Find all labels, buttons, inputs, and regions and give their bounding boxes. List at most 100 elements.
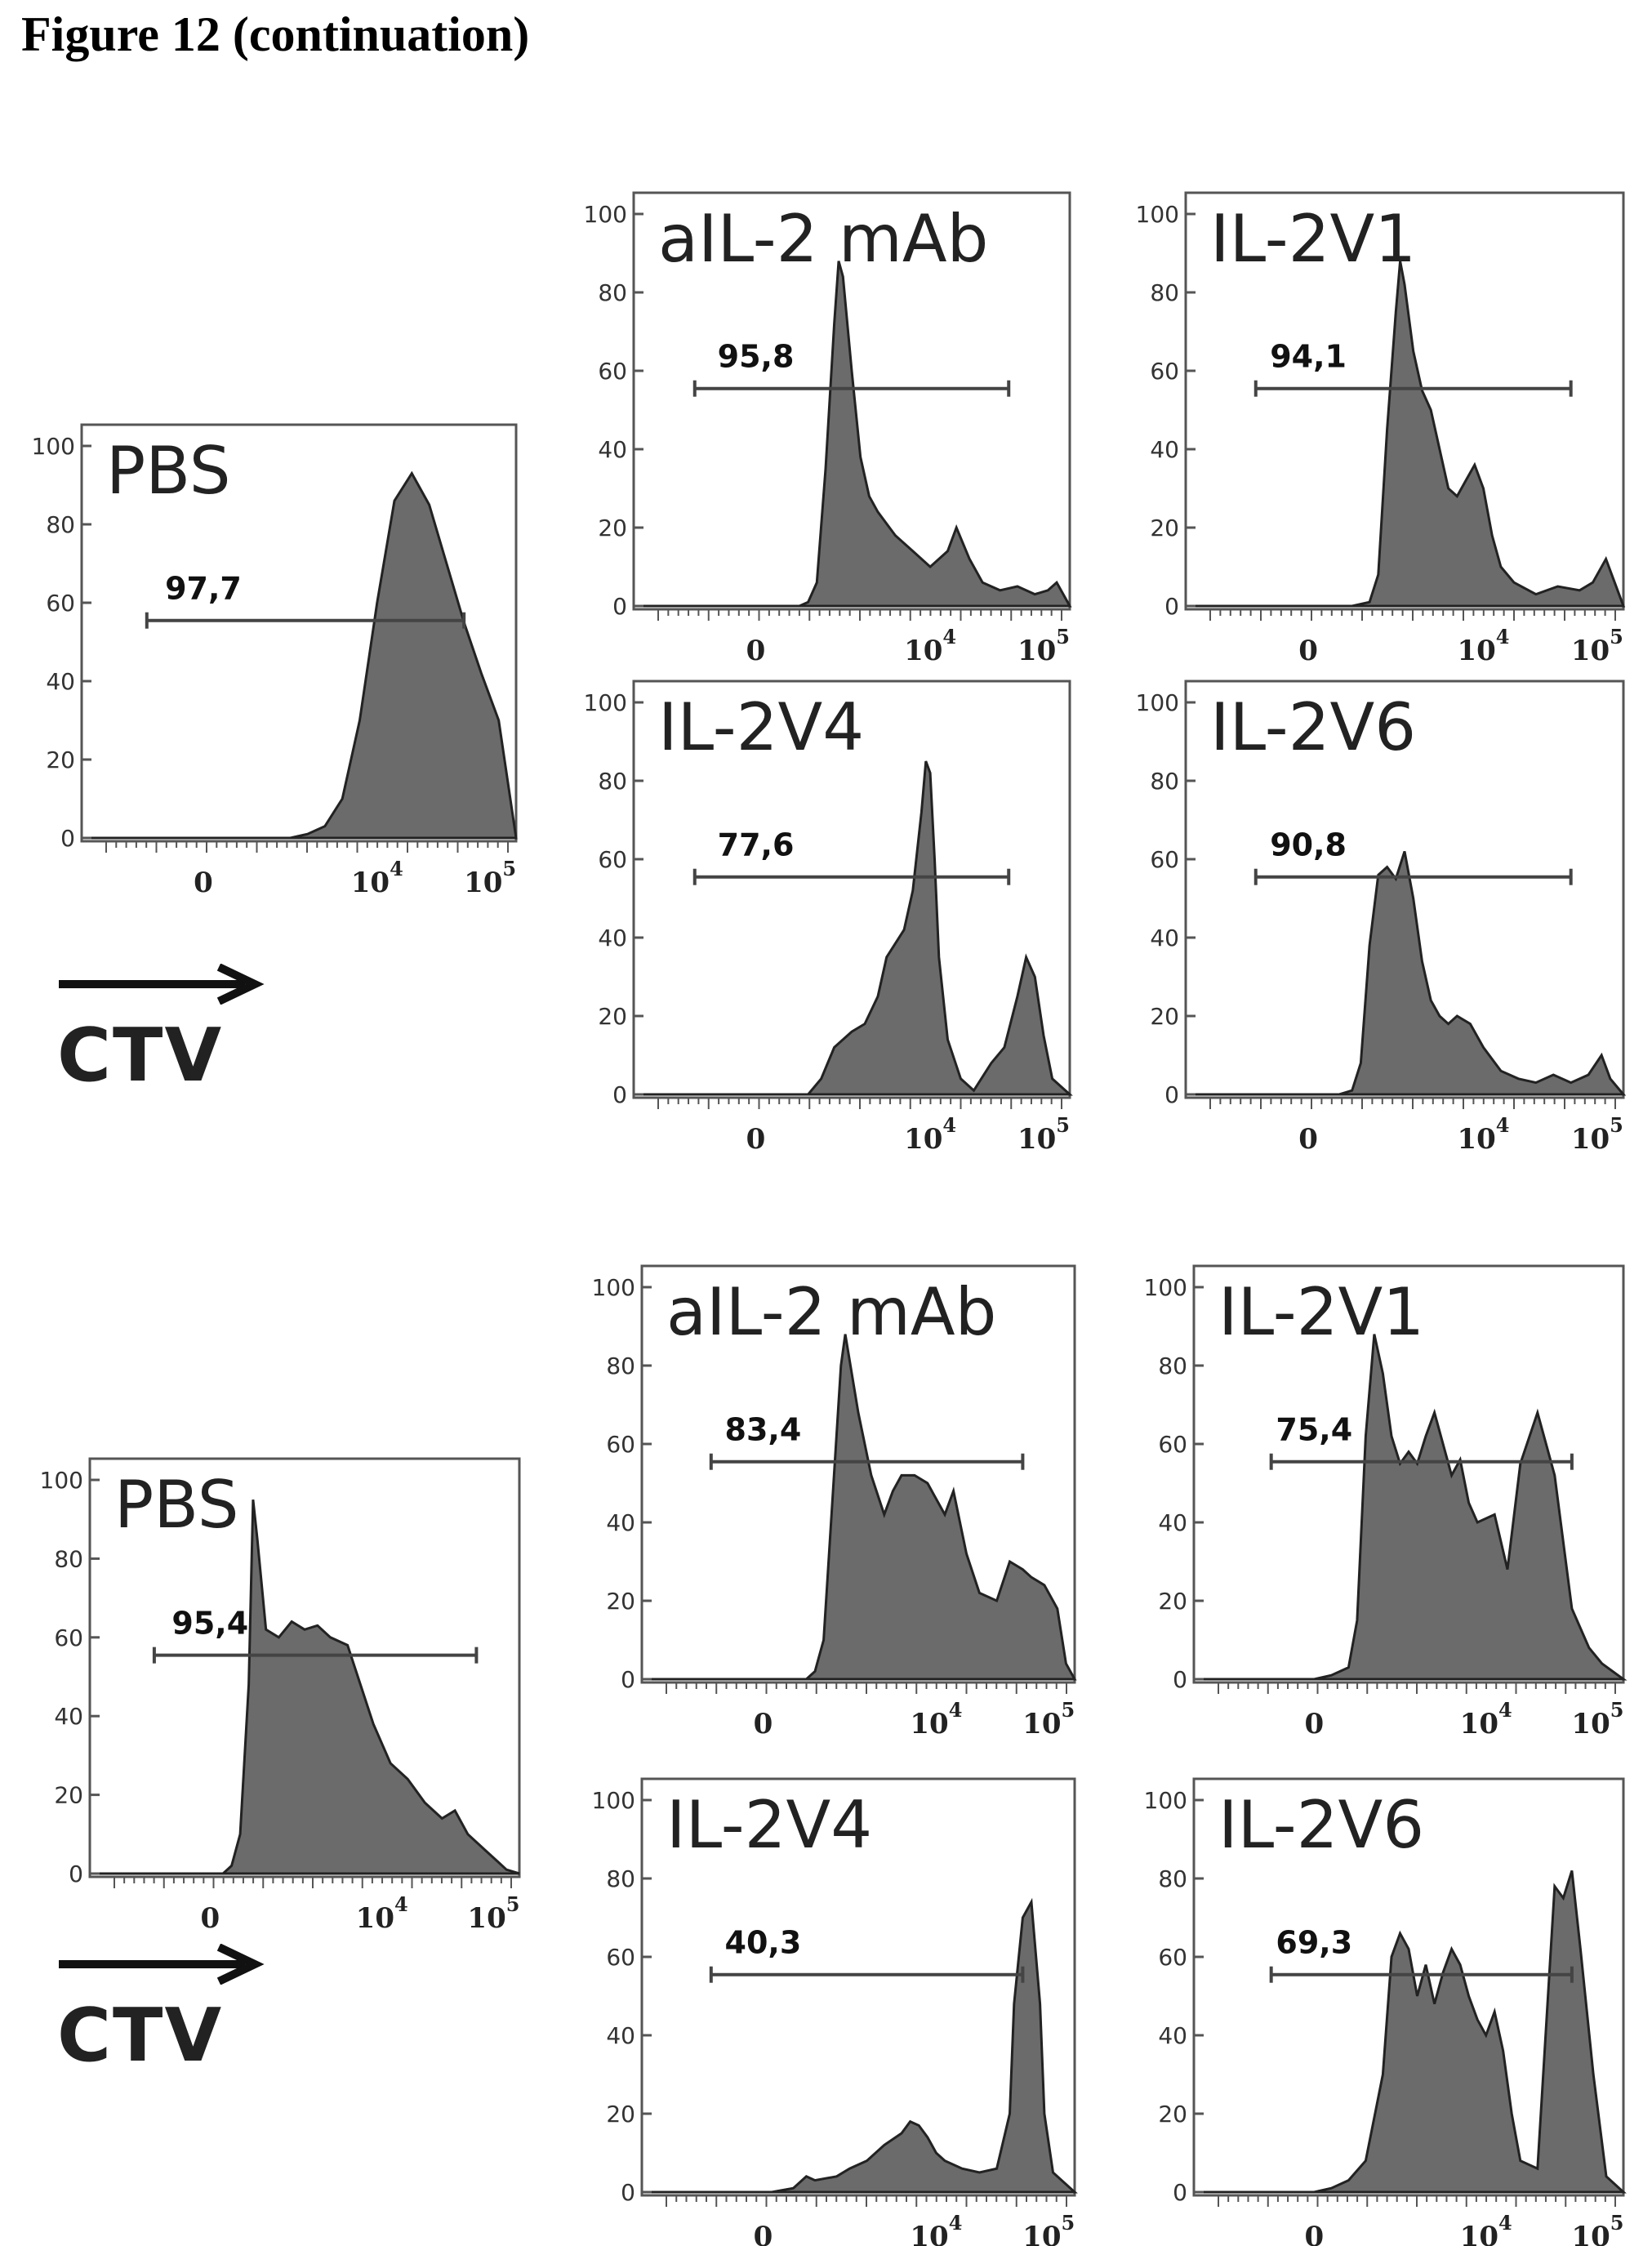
y-tick-label: 100 [592, 1274, 635, 1301]
ctv-axis-label: CTV [57, 1993, 224, 2079]
y-tick-label: 40 [1158, 2022, 1187, 2049]
y-tick-label: 100 [584, 689, 627, 716]
y-tick-label: 100 [40, 1467, 83, 1494]
y-tick-label: 0 [621, 2179, 635, 2206]
y-tick-label: 100 [592, 1787, 635, 1814]
x-tick-exponent: 5 [506, 1892, 520, 1916]
x-tick-exponent: 5 [1062, 1698, 1075, 1722]
x-tick-label: 105 [467, 1892, 519, 1935]
histogram-area [82, 470, 518, 840]
panel-label: aIL-2 mAb [666, 1274, 996, 1350]
panel-label: IL-2V6 [1218, 1787, 1424, 1863]
y-tick-label: 0 [60, 825, 75, 852]
y-tick-label: 20 [606, 1588, 635, 1615]
x-tick-label: 105 [1571, 1698, 1623, 1740]
y-tick-label: 20 [46, 746, 75, 773]
y-tick-label: 20 [54, 1782, 83, 1809]
panel-label: IL-2V6 [1210, 689, 1416, 765]
gate-percentage: 95,8 [718, 339, 795, 375]
x-tick-label: 0 [1298, 635, 1318, 667]
y-tick-label: 100 [1144, 1787, 1187, 1814]
x-tick-label: 0 [194, 867, 213, 899]
y-tick-label: 20 [1150, 1003, 1179, 1030]
histogram-area [634, 261, 1072, 608]
gate-percentage: 97,7 [165, 571, 242, 607]
y-tick-label: 80 [1150, 279, 1179, 306]
ctv-axis-label: CTV [57, 1013, 224, 1098]
y-tick-label: 40 [1150, 925, 1179, 951]
y-tick-label: 60 [1150, 846, 1179, 873]
histogram-panel: 0 20 40 60 80 100 0 104 105 aIL-2 mAb 83,4 [592, 1264, 1077, 1740]
y-tick-label: 0 [1173, 2179, 1187, 2206]
x-tick-label: 105 [1571, 625, 1623, 667]
y-tick-label: 80 [606, 1353, 635, 1379]
y-tick-label: 60 [606, 1431, 635, 1458]
y-tick-label: 60 [46, 590, 75, 617]
y-tick-label: 0 [612, 1081, 627, 1108]
x-tick-exponent: 5 [1610, 1113, 1623, 1137]
histogram-area [642, 1897, 1078, 2194]
x-tick-label: 104 [1460, 2211, 1512, 2246]
x-tick-exponent: 4 [1498, 2211, 1512, 2235]
y-tick-label: 40 [46, 668, 75, 695]
y-tick-label: 80 [1158, 1353, 1187, 1379]
x-tick-label: 105 [464, 857, 516, 899]
x-tick-label: 104 [1460, 1698, 1512, 1740]
y-tick-label: 20 [598, 1003, 627, 1030]
x-tick-exponent: 4 [394, 1892, 408, 1916]
x-tick-label: 105 [1017, 625, 1070, 667]
x-tick-label: 105 [1571, 2211, 1623, 2246]
histogram-panel: 0 20 40 60 80 100 0 104 105 IL-2V6 69,3 [1144, 1777, 1627, 2246]
panel-label: aIL-2 mAb [658, 201, 988, 277]
x-tick-label: 0 [754, 1708, 773, 1740]
y-tick-label: 100 [1136, 201, 1179, 228]
histogram-area [642, 1334, 1077, 1681]
x-tick-exponent: 4 [390, 857, 403, 880]
x-tick-exponent: 5 [1062, 2211, 1075, 2235]
y-tick-label: 60 [1150, 358, 1179, 385]
panel-label: IL-2V1 [1210, 201, 1416, 277]
x-tick-exponent: 5 [1610, 625, 1623, 648]
gate-percentage: 69,3 [1276, 1925, 1352, 1961]
x-tick-exponent: 4 [1498, 1698, 1512, 1722]
x-tick-exponent: 4 [942, 1113, 956, 1137]
x-tick-exponent: 5 [502, 857, 516, 880]
y-tick-label: 0 [1164, 1081, 1179, 1108]
y-tick-label: 80 [1158, 1865, 1187, 1892]
panel-label: IL-2V4 [666, 1787, 872, 1863]
y-tick-label: 40 [1158, 1509, 1187, 1536]
y-tick-label: 0 [1164, 593, 1179, 620]
y-tick-label: 20 [1158, 2101, 1187, 2128]
x-tick-exponent: 4 [949, 1698, 963, 1722]
y-tick-label: 0 [621, 1666, 635, 1693]
histogram-area [1194, 1869, 1627, 2194]
histogram-area [1194, 1334, 1628, 1681]
panel-label: PBS [114, 1467, 239, 1543]
x-tick-exponent: 4 [1496, 625, 1510, 648]
y-tick-label: 20 [1150, 515, 1179, 541]
x-tick-label: 0 [1298, 1123, 1318, 1156]
histogram-area [90, 1499, 520, 1875]
histogram-panel: 0 20 40 60 80 100 0 104 105 IL-2V6 90,8 [1136, 680, 1627, 1156]
y-tick-label: 100 [584, 201, 627, 228]
panel-label: IL-2V4 [658, 689, 864, 765]
x-tick-label: 0 [1304, 2221, 1324, 2246]
x-tick-label: 0 [754, 2221, 773, 2246]
y-tick-label: 80 [54, 1545, 83, 1572]
y-tick-label: 60 [606, 1944, 635, 1971]
page-title: Figure 12 (continuation) [21, 7, 530, 61]
gate-percentage: 90,8 [1270, 827, 1347, 863]
x-tick-label: 104 [356, 1892, 408, 1935]
gate-percentage: 77,6 [718, 827, 795, 863]
ctv-arrow-icon [59, 964, 265, 1005]
x-tick-label: 105 [1571, 1113, 1623, 1156]
y-tick-label: 40 [598, 925, 627, 951]
y-tick-label: 40 [1150, 436, 1179, 463]
x-tick-label: 104 [904, 625, 956, 667]
histogram-area [634, 760, 1073, 1096]
y-tick-label: 80 [606, 1865, 635, 1892]
x-tick-label: 104 [910, 2211, 962, 2246]
histogram-panel: 0 20 40 60 80 100 0 104 105 IL-2V1 94,1 [1136, 191, 1626, 667]
x-tick-label: 104 [351, 857, 403, 899]
gate-percentage: 83,4 [725, 1412, 802, 1448]
